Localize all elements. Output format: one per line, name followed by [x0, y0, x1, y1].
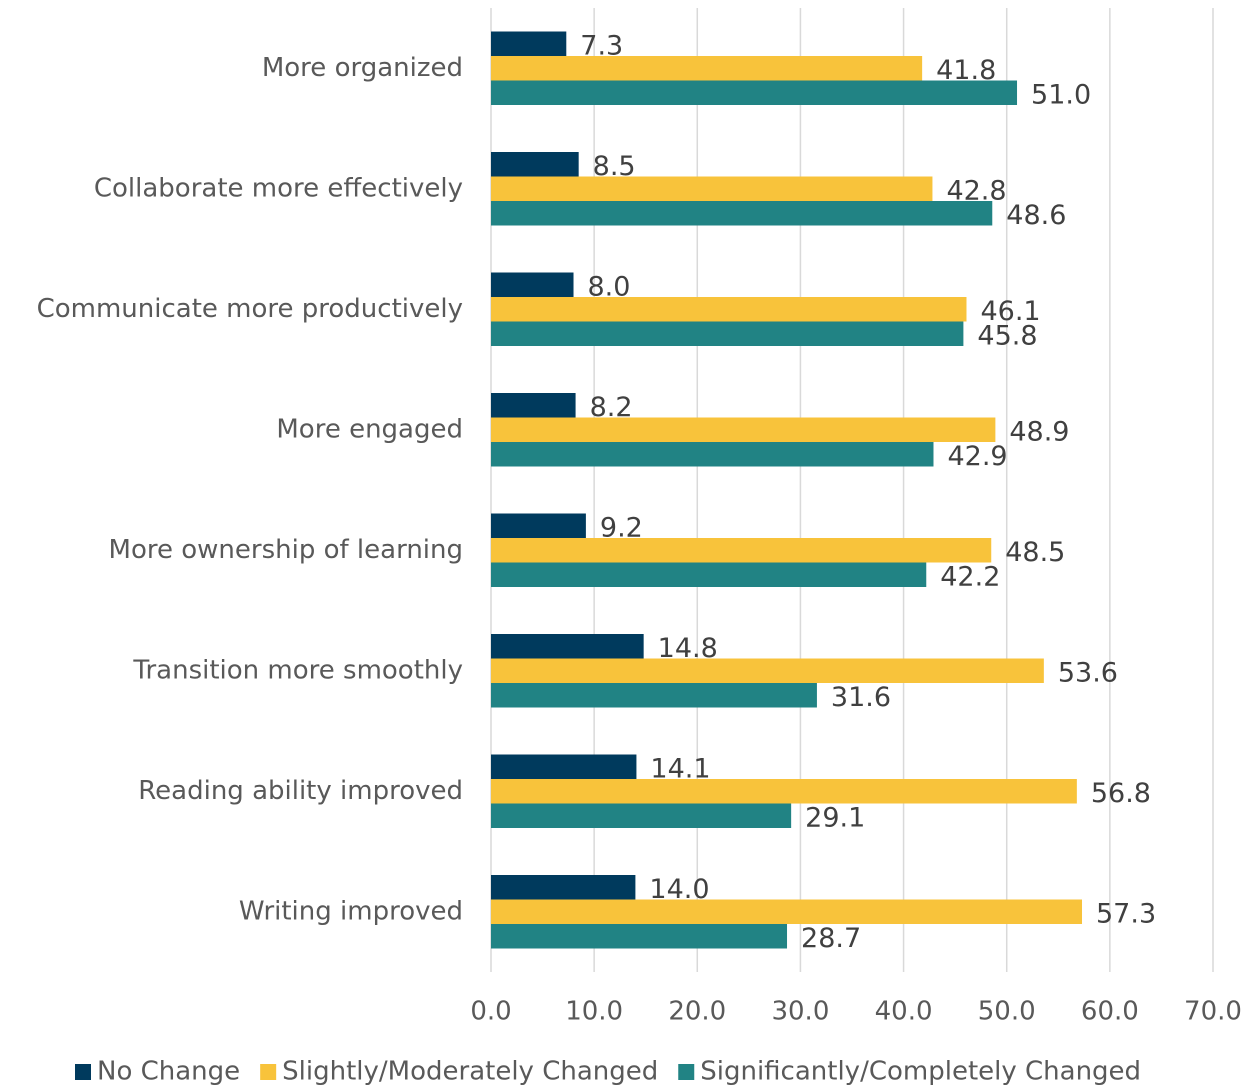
- category-label: More organized: [262, 53, 463, 83]
- legend-swatch: [678, 1064, 695, 1080]
- bar: [491, 201, 993, 226]
- bar: [491, 562, 927, 587]
- data-label: 42.9: [947, 441, 1007, 472]
- bar: [491, 538, 992, 563]
- x-tick-label: 10.0: [565, 997, 623, 1027]
- bar: [491, 658, 1044, 683]
- bar: [491, 779, 1077, 804]
- data-label: 53.6: [1058, 657, 1118, 688]
- data-label: 51.0: [1031, 79, 1091, 110]
- legend-label: Significantly/Completely Changed: [700, 1057, 1141, 1087]
- bar: [491, 875, 636, 900]
- x-tick-label: 50.0: [978, 997, 1036, 1027]
- data-label: 56.8: [1091, 778, 1151, 809]
- bar: [491, 513, 586, 538]
- bar: [491, 297, 967, 322]
- legend-label: Slightly/Moderately Changed: [282, 1057, 658, 1087]
- bar: [491, 272, 574, 297]
- data-label: 48.9: [1009, 416, 1069, 447]
- x-tick-label: 70.0: [1184, 997, 1242, 1027]
- bar: [491, 152, 579, 177]
- data-label: 48.5: [1005, 537, 1065, 568]
- x-tick-label: 60.0: [1081, 997, 1139, 1027]
- data-label: 46.1: [980, 296, 1040, 327]
- bar: [491, 683, 817, 708]
- bar: [491, 442, 934, 467]
- data-label: 31.6: [831, 682, 891, 713]
- x-tick-label: 0.0: [470, 997, 511, 1027]
- category-label: Transition more smoothly: [132, 655, 463, 685]
- category-label: Communicate more productively: [37, 294, 463, 324]
- bar: [491, 393, 576, 418]
- bar: [491, 321, 964, 346]
- data-label: 57.3: [1096, 898, 1156, 929]
- bar: [491, 176, 933, 201]
- bar: [491, 899, 1083, 924]
- data-label: 48.6: [1006, 200, 1066, 231]
- category-label: Collaborate more effectively: [94, 173, 463, 203]
- category-label: Writing improved: [239, 896, 463, 926]
- legend-label: No Change: [97, 1057, 240, 1087]
- data-label: 29.1: [805, 802, 865, 833]
- bar: [491, 417, 996, 442]
- bar: [491, 634, 644, 659]
- category-label: More engaged: [276, 414, 463, 444]
- category-label: More ownership of learning: [109, 535, 463, 565]
- legend-swatch: [260, 1064, 277, 1080]
- data-label: 45.8: [977, 320, 1037, 351]
- bar: [491, 31, 567, 56]
- x-tick-label: 20.0: [668, 997, 726, 1027]
- data-label: 42.2: [940, 561, 1000, 592]
- bar: [491, 80, 1018, 105]
- bar: [491, 754, 637, 779]
- data-label: 28.7: [801, 923, 861, 954]
- x-tick-label: 30.0: [771, 997, 829, 1027]
- bar: [491, 56, 923, 81]
- category-label: Reading ability improved: [138, 776, 463, 806]
- legend-swatch: [75, 1064, 91, 1080]
- bar: [491, 803, 792, 828]
- x-tick-label: 40.0: [875, 997, 933, 1027]
- bar: [491, 924, 788, 949]
